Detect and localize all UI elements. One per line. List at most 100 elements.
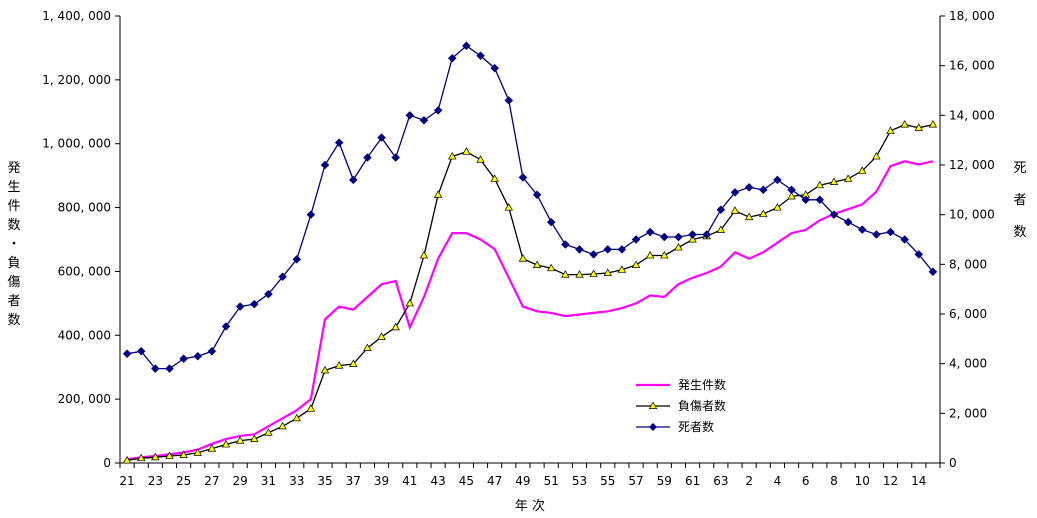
- data-point-deaths: [758, 185, 768, 195]
- y-left-tick-label: 1, 000, 000: [42, 137, 111, 151]
- series-layer: [122, 41, 938, 464]
- data-point-injured: [547, 263, 556, 272]
- legend-item: 発生件数: [636, 377, 726, 392]
- x-tick-label: 55: [600, 474, 615, 488]
- data-point-injured: [278, 421, 287, 430]
- x-tick-label: 45: [459, 474, 474, 488]
- data-point-deaths: [702, 230, 712, 239]
- x-tick-label: 59: [657, 474, 672, 488]
- y-left-tick-label: 800, 000: [58, 201, 111, 215]
- x-tick-label: 47: [487, 474, 502, 488]
- x-tick-label: 51: [544, 474, 559, 488]
- data-point-injured: [532, 260, 542, 268]
- data-point-injured: [928, 120, 938, 128]
- data-point-injured: [264, 428, 273, 436]
- data-point-injured: [730, 206, 740, 214]
- data-point-deaths: [928, 267, 938, 277]
- x-tick-label: 23: [148, 474, 163, 488]
- data-point-injured: [645, 250, 655, 259]
- data-point-deaths: [603, 245, 613, 254]
- x-tick-label: 10: [855, 474, 870, 488]
- x-tick-label: 39: [374, 474, 389, 488]
- data-point-injured: [886, 126, 895, 134]
- x-tick-label: 41: [402, 474, 417, 488]
- data-point-deaths: [136, 346, 146, 356]
- data-point-deaths: [207, 346, 217, 356]
- y-right-tick-label: 4, 000: [949, 357, 987, 371]
- data-point-injured: [858, 166, 867, 174]
- x-tick-label: 53: [572, 474, 587, 488]
- y-right-tick-label: 16, 000: [949, 59, 995, 73]
- y-right-axis-title-char: 者: [1013, 193, 1026, 208]
- data-point-deaths: [363, 153, 372, 162]
- y-left-tick-label: 400, 000: [58, 328, 111, 342]
- data-point-injured: [377, 332, 386, 340]
- data-point-deaths: [744, 182, 754, 192]
- data-point-injured: [603, 268, 612, 276]
- x-tick-label: 31: [261, 474, 276, 488]
- x-tick-label: 33: [289, 474, 304, 488]
- x-tick-label: 61: [685, 474, 700, 488]
- data-point-injured: [292, 413, 301, 422]
- data-point-deaths: [264, 289, 273, 299]
- data-point-deaths: [773, 175, 782, 185]
- data-point-deaths: [787, 185, 796, 195]
- x-tick-label: 25: [176, 474, 191, 488]
- series-line-2: [126, 44, 934, 370]
- x-tick-label: 35: [317, 474, 332, 488]
- data-point-deaths: [886, 227, 895, 237]
- data-point-injured: [914, 123, 923, 131]
- data-point-injured: [674, 242, 683, 251]
- data-point-deaths: [419, 115, 429, 125]
- data-point-injured: [575, 270, 584, 278]
- data-point-deaths: [150, 364, 160, 373]
- data-point-deaths: [532, 190, 542, 200]
- y-left-axis-title-char: 発: [7, 161, 20, 176]
- data-point-injured: [688, 234, 697, 243]
- data-point-deaths: [914, 250, 924, 259]
- data-point-injured: [773, 203, 782, 211]
- data-point-deaths: [575, 245, 584, 254]
- x-tick-label: 49: [515, 474, 530, 488]
- data-point-deaths: [730, 187, 740, 197]
- y-right-tick-label: 14, 000: [949, 108, 995, 122]
- data-point-deaths: [249, 299, 259, 309]
- x-tick-label: 43: [430, 474, 445, 488]
- data-point-deaths: [433, 106, 443, 115]
- y-left-axis-title-char: 数: [7, 218, 20, 233]
- axes-layer: 0 200, 000 400, 000 600, 000 800, 000 1, 000,…: [7, 9, 1026, 514]
- data-point-injured: [787, 191, 796, 200]
- data-point-deaths: [334, 138, 344, 148]
- series-line-1: [126, 123, 934, 462]
- x-tick-label: 8: [830, 474, 838, 488]
- data-point-injured: [391, 322, 400, 331]
- data-point-injured: [518, 254, 528, 262]
- data-point-injured: [363, 343, 372, 352]
- data-point-injured: [137, 453, 146, 462]
- data-point-deaths: [377, 133, 386, 143]
- x-tick-label: 27: [204, 474, 219, 488]
- data-point-injured: [349, 359, 358, 367]
- y-left-axis-title-char: 生: [7, 180, 20, 195]
- data-point-injured: [207, 444, 217, 452]
- data-point-injured: [589, 269, 598, 277]
- y-right-tick-label: 6, 000: [949, 307, 987, 321]
- y-right-axis-title: 死者数: [1013, 161, 1026, 240]
- y-right-tick-label: 8, 000: [949, 257, 987, 271]
- data-point-injured: [235, 436, 245, 444]
- x-tick-label: 12: [883, 474, 898, 488]
- data-point-injured: [334, 361, 344, 369]
- y-right-tick-label: 10, 000: [949, 208, 995, 222]
- series-line-0: [126, 160, 934, 461]
- x-tick-label: 2: [745, 474, 753, 488]
- y-left-tick-label: 1, 200, 000: [42, 73, 111, 87]
- data-point-deaths: [589, 250, 598, 259]
- data-point-injured: [631, 260, 641, 268]
- data-point-deaths: [815, 195, 825, 205]
- data-point-deaths: [900, 235, 910, 244]
- data-point-injured: [419, 250, 429, 259]
- data-point-deaths: [504, 96, 514, 105]
- data-point-deaths: [645, 227, 655, 237]
- data-point-injured: [221, 439, 231, 448]
- data-point-injured: [405, 298, 415, 307]
